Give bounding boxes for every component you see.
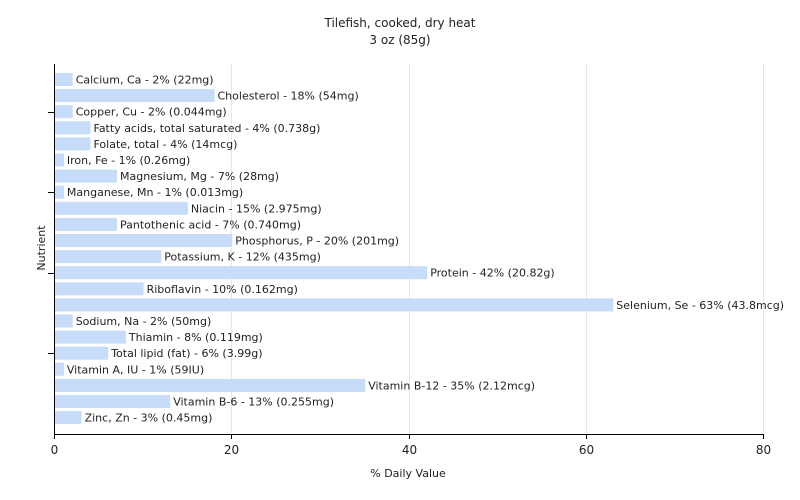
bar-data-label: Magnesium, Mg - 7% (28mg) (120, 170, 279, 183)
x-tick-label: 40 (402, 443, 417, 457)
bar-data-label: Vitamin A, IU - 1% (59IU) (67, 363, 204, 376)
bar (55, 282, 144, 296)
bar-data-label: Cholesterol - 18% (54mg) (218, 90, 359, 103)
bar-data-label: Calcium, Ca - 2% (22mg) (76, 74, 214, 87)
bar-data-label: Phosphorus, P - 20% (201mg) (235, 235, 399, 248)
y-axis-label: Nutrient (35, 225, 48, 271)
bar-data-label: Vitamin B-12 - 35% (2.12mcg) (368, 379, 535, 392)
x-axis-label: % Daily Value (370, 467, 446, 480)
bar-data-label: Total lipid (fat) - 6% (3.99g) (110, 347, 262, 360)
bar (55, 185, 64, 199)
bar-data-label: Folate, total - 4% (14mcg) (94, 138, 238, 151)
bar (55, 73, 73, 86)
x-tick-label: 80 (756, 443, 771, 457)
bar (55, 298, 614, 312)
bar (55, 201, 188, 215)
x-tick-label: 0 (51, 443, 59, 457)
bar-data-label: Vitamin B-6 - 13% (0.255mg) (173, 396, 334, 409)
bar (55, 411, 82, 425)
bar (55, 330, 126, 344)
bar (55, 153, 64, 167)
bar-data-label: Pantothenic acid - 7% (0.740mg) (120, 218, 301, 231)
bar-data-label: Selenium, Se - 63% (43.8mcg) (616, 299, 784, 312)
bar (55, 362, 64, 376)
bar-data-label: Zinc, Zn - 3% (0.45mg) (85, 412, 213, 425)
bar (55, 121, 91, 135)
bar-data-label: Sodium, Na - 2% (50mg) (76, 315, 212, 328)
bar (55, 266, 428, 280)
bar-data-label: Fatty acids, total saturated - 4% (0.738… (94, 122, 321, 135)
chart-subtitle: 3 oz (85g) (369, 33, 430, 47)
bar (55, 217, 117, 231)
chart-title: Tilefish, cooked, dry heat (323, 16, 475, 30)
bar (55, 234, 233, 247)
bar-data-label: Copper, Cu - 2% (0.044mg) (76, 106, 227, 119)
gridlines (231, 64, 764, 434)
bar-data-label: Niacin - 15% (2.975mg) (191, 202, 322, 215)
bar-data-label: Potassium, K - 12% (435mg) (164, 251, 321, 264)
bar (55, 346, 109, 360)
x-tick-label: 60 (579, 443, 594, 457)
bar (55, 169, 117, 183)
bar (55, 89, 215, 103)
bar (55, 378, 366, 392)
bar (55, 314, 73, 328)
axes: 0 20 40 60 80 (48, 64, 771, 457)
bar (55, 105, 73, 119)
bar-data-label: Riboflavin - 10% (0.162mg) (147, 283, 298, 296)
bar (55, 395, 171, 408)
bar (55, 137, 91, 151)
bars: Calcium, Ca - 2% (22mg) Cholesterol - 18%… (55, 73, 784, 425)
x-tick-label: 20 (224, 443, 239, 457)
bar (55, 250, 162, 264)
bar-data-label: Protein - 42% (20.82g) (430, 267, 555, 280)
bar-data-label: Thiamin - 8% (0.119mg) (128, 331, 263, 344)
bar-data-label: Iron, Fe - 1% (0.26mg) (67, 154, 190, 167)
bar-data-label: Manganese, Mn - 1% (0.013mg) (67, 186, 243, 199)
